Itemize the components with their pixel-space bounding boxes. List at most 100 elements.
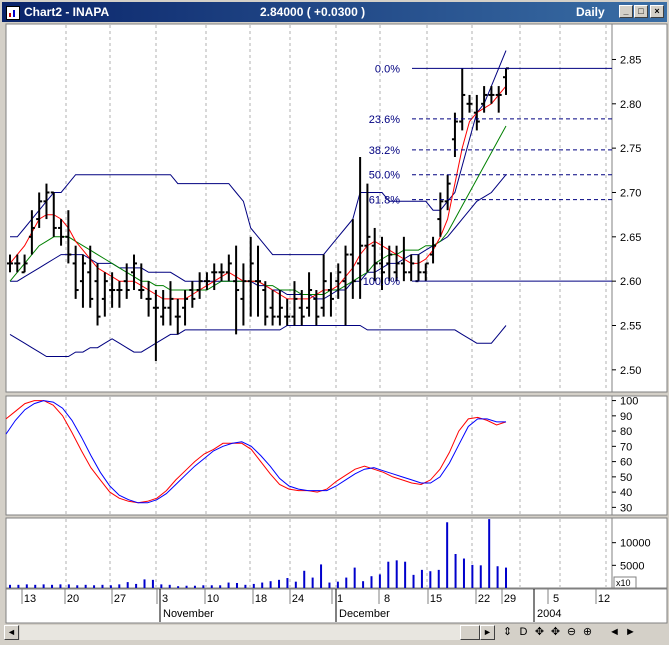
volume-bar	[320, 564, 323, 588]
window-title: Chart2 - INAPA	[24, 5, 110, 19]
volume-panel-axis	[611, 517, 668, 589]
ohlc-bar	[65, 210, 72, 264]
zoom-in-icon[interactable]: ⊕	[582, 626, 593, 638]
stochastic-tick-label: 60	[620, 457, 632, 469]
volume-bar	[160, 584, 163, 588]
day-tick-label: 27	[114, 593, 126, 605]
ohlc-bar	[203, 272, 210, 291]
ohlc-bar	[14, 254, 21, 273]
price-tick-label: 2.70	[620, 187, 641, 199]
volume-bar	[177, 586, 180, 588]
minimize-button[interactable]: _	[619, 5, 633, 18]
ohlc-bar	[247, 236, 254, 317]
volume-bar	[261, 582, 264, 588]
volume-bar	[429, 571, 432, 588]
volume-bar	[252, 583, 255, 588]
vertical-zoom-icon[interactable]: ⇕	[502, 626, 513, 638]
ohlc-bar	[327, 272, 334, 317]
ohlc-bar	[291, 281, 298, 326]
ohlc-bar	[342, 245, 349, 326]
day-tick-label: 8	[384, 593, 390, 605]
volume-bar	[328, 582, 331, 588]
volume-bar	[471, 564, 474, 588]
period-d-button[interactable]: D	[519, 626, 528, 638]
scroll-next-icon[interactable]: ►	[625, 626, 636, 638]
ohlc-bar	[481, 86, 488, 113]
day-tick-label: 22	[478, 593, 490, 605]
ohlc-bar	[94, 263, 101, 326]
volume-bar	[219, 585, 222, 588]
scroll-left-button[interactable]: ◄	[4, 625, 19, 640]
ohlc-bar	[28, 210, 35, 255]
scroll-track[interactable]	[20, 625, 460, 640]
ohlc-bar	[276, 290, 283, 326]
ohlc-bar	[379, 236, 385, 291]
ohlc-bar	[473, 94, 480, 131]
volume-bar	[202, 585, 205, 588]
price-tick-label: 2.80	[620, 99, 641, 111]
price-tick-label: 2.55	[620, 320, 641, 332]
volume-bar	[488, 519, 491, 588]
horizontal-scrollbar[interactable]: ◄ ► ⇕ D ✥ ✥ ⊖ ⊕ ◄ ►	[2, 624, 667, 642]
ohlc-bar	[101, 272, 108, 317]
volume-bar	[278, 579, 281, 588]
close-button[interactable]: ×	[650, 5, 664, 18]
zoom-out-icon[interactable]: ⊖	[566, 626, 577, 638]
ohlc-bar	[422, 262, 429, 282]
chart-app-icon	[6, 6, 20, 20]
ohlc-bar	[21, 254, 28, 274]
ohlc-bar	[349, 219, 356, 299]
pan-icon[interactable]: ✥	[550, 626, 561, 638]
stochastic-tick-label: 30	[620, 502, 632, 514]
move-icon[interactable]: ✥	[534, 626, 545, 638]
ohlc-bar	[233, 245, 240, 335]
scroll-thumb[interactable]	[460, 625, 480, 640]
ohlc-bar	[313, 290, 320, 326]
ohlc-bar	[262, 281, 269, 326]
volume-bar	[496, 566, 499, 588]
ohlc-bar	[408, 254, 415, 282]
fibonacci-level-label: 23.6%	[369, 114, 400, 126]
ohlc-bar	[218, 263, 225, 282]
ohlc-bar	[357, 157, 364, 299]
volume-tick-label: 5000	[620, 560, 644, 572]
day-tick-label: 3	[162, 593, 168, 605]
ohlc-bar	[255, 245, 261, 317]
volume-multiplier-label: x10	[616, 578, 631, 588]
day-tick-label: 20	[67, 593, 79, 605]
volume-bar	[135, 583, 138, 588]
volume-bar	[118, 584, 121, 588]
day-tick-label: 12	[598, 593, 610, 605]
volume-bar	[93, 585, 96, 588]
stochastic-tick-label: 100	[620, 396, 638, 408]
period-label: Daily	[576, 5, 605, 19]
price-tick-label: 2.60	[620, 276, 641, 288]
volume-bar	[59, 584, 62, 588]
ohlc-bar	[393, 245, 400, 282]
volume-bar	[244, 584, 247, 588]
ohlc-bar	[320, 254, 327, 317]
ohlc-bar	[174, 298, 181, 335]
scroll-prev-icon[interactable]: ◄	[609, 626, 620, 638]
stochastic-d-line	[5, 400, 506, 504]
ohlc-bar	[43, 183, 50, 220]
ohlc-bar	[371, 227, 378, 282]
ohlc-bar	[386, 245, 393, 282]
scroll-right-button[interactable]: ►	[480, 625, 495, 640]
ohlc-bar	[240, 263, 247, 326]
ohlc-bar	[145, 281, 152, 317]
title-bar: Chart2 - INAPA 2.84000 ( +0.0300 ) Daily…	[2, 2, 667, 22]
volume-bar	[9, 584, 11, 588]
ohlc-bar	[189, 281, 196, 308]
volume-bar	[143, 579, 146, 588]
price-tick-label: 2.50	[620, 365, 641, 377]
volume-bar	[25, 584, 28, 588]
ohlc-bar	[79, 254, 86, 308]
maximize-button[interactable]: □	[634, 5, 648, 18]
price-readout: 2.84000 ( +0.0300 )	[260, 5, 366, 19]
volume-bar	[227, 582, 230, 588]
ohlc-bar	[284, 298, 291, 326]
volume-bar	[269, 581, 272, 588]
ohlc-bar	[444, 174, 451, 211]
bollinger-lower-line	[9, 325, 507, 357]
